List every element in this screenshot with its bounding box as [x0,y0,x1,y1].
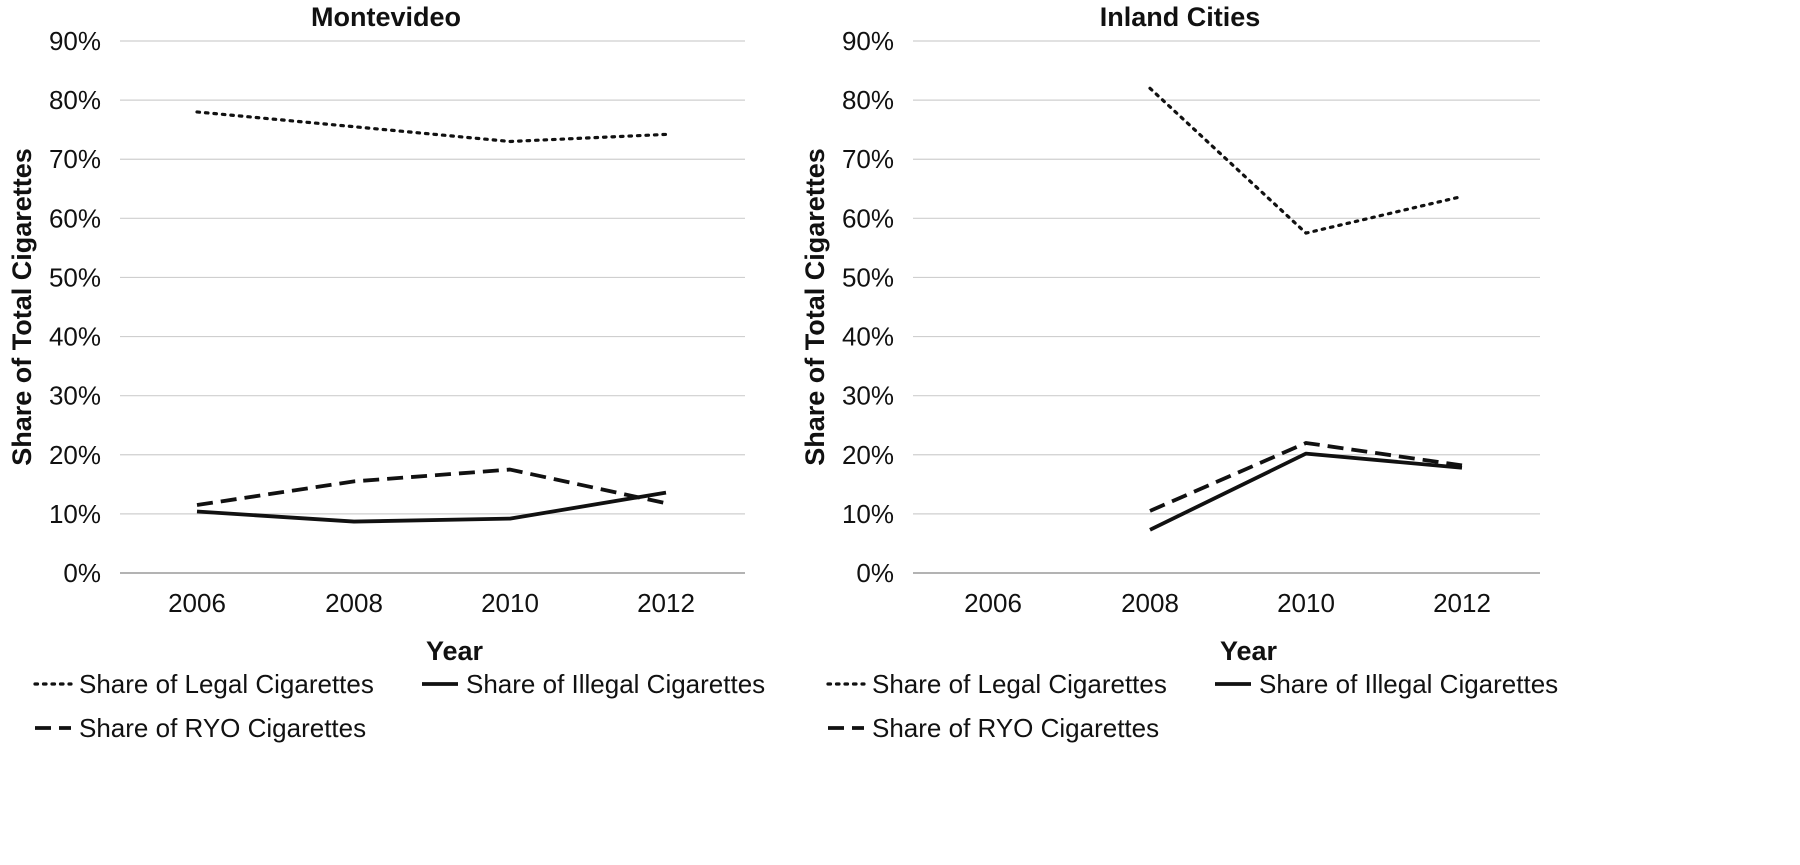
y-tick-label: 50% [49,262,101,292]
x-tick-label: 2006 [168,588,226,618]
y-tick-label: 70% [49,144,101,174]
y-tick-label: 20% [842,440,894,470]
series-line-dotted [195,110,668,144]
x-tick-label: 2012 [637,588,695,618]
y-tick-label: 90% [49,26,101,56]
y-tick-label: 0% [856,558,894,588]
y-tick-label: 30% [49,381,101,411]
x-tick-label: 2012 [1433,588,1491,618]
x-axis-title: Year [1220,636,1278,666]
y-tick-label: 70% [842,144,894,174]
x-tick-label: 2006 [964,588,1022,618]
y-axis-title: Share of Total Cigarettes [7,148,37,466]
series-line-dotted [1148,86,1464,235]
legend-label: Share of Legal Cigarettes [872,669,1167,699]
x-tick-label: 2008 [1121,588,1179,618]
y-tick-label: 10% [49,499,101,529]
x-axis-title: Year [426,636,484,666]
y-tick-label: 30% [842,381,894,411]
y-tick-label: 40% [842,322,894,352]
chart-title: Montevideo [311,2,461,32]
chart-panel-2: 0% 10% 20% 30% 40% 50% 60% 70% 80% 90% 2006 2008 201… [800,2,1558,743]
series-line-solid [1149,451,1463,532]
legend-label: Share of RYO Cigarettes [79,713,366,743]
y-tick-label: 10% [842,499,894,529]
series-line-solid [196,490,667,524]
chart-title: Inland Cities [1100,2,1261,32]
x-tick-label: 2008 [325,588,383,618]
y-axis-title: Share of Total Cigarettes [800,148,830,466]
legend-label: Share of Legal Cigarettes [79,669,374,699]
y-tick-label: 60% [49,203,101,233]
y-tick-label: 90% [842,26,894,56]
y-tick-label: 80% [49,85,101,115]
y-tick-label: 20% [49,440,101,470]
y-tick-label: 80% [842,85,894,115]
y-tick-label: 0% [63,558,101,588]
series-line-dashed [196,467,667,507]
legend-label: Share of Illegal Cigarettes [466,669,765,699]
legend-label: Share of Illegal Cigarettes [1259,669,1558,699]
x-tick-label: 2010 [481,588,539,618]
legend-label: Share of RYO Cigarettes [872,713,1159,743]
series-line-dashed [1149,441,1463,513]
y-tick-label: 40% [49,322,101,352]
y-tick-label: 50% [842,262,894,292]
y-tick-label: 60% [842,203,894,233]
chart-panel-1: 0% 10% 20% 30% 40% 50% 60% 70% 80% 90% 2006 2008 201… [7,2,765,743]
x-tick-label: 2010 [1277,588,1335,618]
